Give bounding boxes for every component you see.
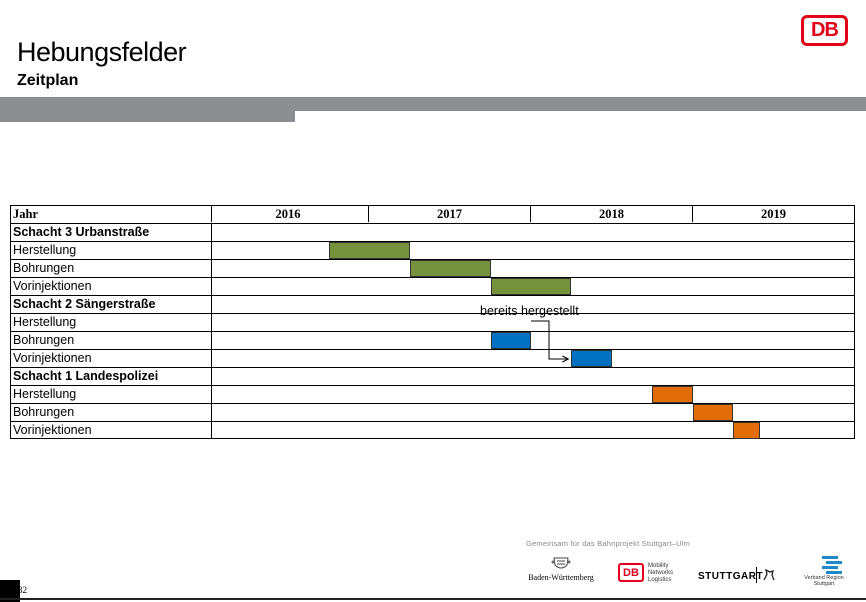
db-footer-subtext-line: Logistics bbox=[648, 577, 672, 583]
vrs-icon bbox=[822, 556, 842, 574]
task-label: Bohrungen bbox=[10, 260, 212, 277]
schedule-bar bbox=[490, 278, 572, 295]
schedule-task-row: Bohrungen bbox=[10, 259, 855, 277]
schedule-bar bbox=[490, 332, 531, 349]
db-footer-logo: DB bbox=[618, 563, 644, 582]
page-title: Hebungsfelder bbox=[17, 37, 187, 67]
schedule-task-row: Bohrungen bbox=[10, 403, 855, 421]
status-note: bereits hergestellt bbox=[480, 304, 579, 318]
year-header: 2019 bbox=[761, 207, 786, 221]
year-column-header: Jahr bbox=[10, 205, 212, 222]
task-label: Herstellung bbox=[10, 314, 212, 331]
schedule-task-row: Herstellung bbox=[10, 313, 855, 331]
baden-wuerttemberg-logo: Baden-Württemberg bbox=[525, 556, 597, 586]
header-band bbox=[0, 97, 866, 111]
task-label: Vorinjektionen bbox=[10, 350, 212, 367]
section-label: Schacht 2 Sängerstraße bbox=[10, 296, 212, 313]
schedule-bar bbox=[732, 422, 761, 439]
task-label: Herstellung bbox=[10, 242, 212, 259]
schedule-bar bbox=[652, 386, 693, 403]
schedule-task-row: Herstellung bbox=[10, 241, 855, 259]
vrs-text-line: Stuttgart bbox=[813, 581, 835, 587]
db-logo-text: DB bbox=[811, 19, 839, 41]
db-footer-logo-text: DB bbox=[623, 566, 639, 579]
stuttgart-divider bbox=[756, 567, 757, 583]
db-logo: DB bbox=[801, 15, 848, 46]
schedule-section-row: Schacht 2 Sängerstraße bbox=[10, 295, 855, 313]
page-number: 32 bbox=[18, 585, 27, 595]
db-footer-subtext: Mobility Networks Logistics bbox=[648, 563, 673, 584]
schedule-header-row: Jahr 2016 2017 2018 2019 bbox=[10, 205, 855, 223]
vrs-text: Verband Region Stuttgart bbox=[796, 575, 852, 587]
stuttgart-logo-text: STUTTGART bbox=[698, 571, 764, 582]
verband-region-logo: Verband Region Stuttgart bbox=[796, 555, 852, 587]
schedule-bar bbox=[571, 350, 612, 367]
crest-icon bbox=[551, 557, 571, 569]
footer-caption: Gemeinsam für das Bahnprojekt Stuttgart–… bbox=[526, 539, 691, 548]
schedule-bar bbox=[329, 242, 410, 259]
task-label: Vorinjektionen bbox=[10, 278, 212, 295]
schedule-task-row: Herstellung bbox=[10, 385, 855, 403]
task-label: Vorinjektionen bbox=[10, 422, 212, 439]
schedule-bar bbox=[409, 260, 491, 277]
schedule-task-row: Vorinjektionen bbox=[10, 277, 855, 295]
schedule-task-row: Vorinjektionen bbox=[10, 349, 855, 367]
year-header: 2017 bbox=[369, 205, 531, 222]
schedule-table: Jahr 2016 2017 2018 2019 Schacht 3 Urban… bbox=[10, 205, 855, 439]
section-label: Schacht 3 Urbanstraße bbox=[10, 224, 212, 241]
year-header: 2018 bbox=[531, 205, 693, 222]
db-footer-subtext-line: Networks bbox=[648, 570, 674, 576]
baden-wuerttemberg-text: Baden-Württemberg bbox=[528, 573, 594, 582]
schedule-task-row: Bohrungen bbox=[10, 331, 855, 349]
header-band-tab bbox=[0, 111, 295, 122]
year-header: 2016 bbox=[208, 205, 369, 222]
schedule-section-row: Schacht 3 Urbanstraße bbox=[10, 223, 855, 241]
footer-line bbox=[0, 598, 866, 600]
horse-icon bbox=[763, 568, 775, 581]
page-subtitle: Zeitplan bbox=[17, 72, 79, 89]
db-footer-subtext-line: Mobility bbox=[648, 563, 669, 569]
page-marker bbox=[0, 580, 20, 602]
schedule-task-row: Vorinjektionen bbox=[10, 421, 855, 439]
task-label: Bohrungen bbox=[10, 404, 212, 421]
section-label: Schacht 1 Landespolizei bbox=[10, 368, 212, 385]
task-label: Herstellung bbox=[10, 386, 212, 403]
schedule-section-row: Schacht 1 Landespolizei bbox=[10, 367, 855, 385]
task-label: Bohrungen bbox=[10, 332, 212, 349]
vrs-text-line: Verband Region bbox=[804, 575, 844, 581]
schedule-bar bbox=[692, 404, 733, 421]
